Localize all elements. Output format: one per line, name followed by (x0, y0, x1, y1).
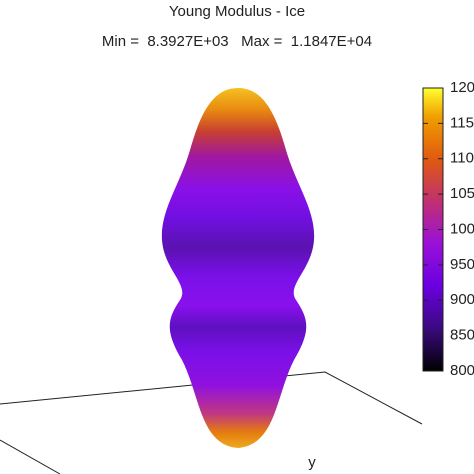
x-axis-label: y (308, 454, 316, 471)
base-plane (0, 371, 423, 474)
plane-edge (0, 371, 423, 425)
colorbar-tick-label: 8000 (450, 362, 474, 379)
plane-edge (0, 439, 61, 474)
colorbar-tick-label: 11000 (450, 150, 474, 167)
colorbar-axis: 8000 8500 9000 9500 10000 10500 11000 11500 1200… (423, 79, 474, 379)
colorbar-tick-label: 9500 (450, 256, 474, 273)
colorbar-tick-label: 10000 (450, 220, 474, 237)
colorbar-tick-label: 9000 (450, 291, 474, 308)
chart-subtitle: Min = 8.3927E+03 Max = 1.1847E+04 (102, 33, 372, 50)
surface (161, 88, 315, 448)
colorbar-tick-label: 11500 (450, 114, 474, 131)
chart-title: Young Modulus - Ice (169, 3, 305, 20)
colorbar-tick-label: 12000 (450, 79, 474, 96)
colorbar-tick-label: 8500 (450, 327, 474, 344)
colorbar-tick-label: 10500 (450, 185, 474, 202)
